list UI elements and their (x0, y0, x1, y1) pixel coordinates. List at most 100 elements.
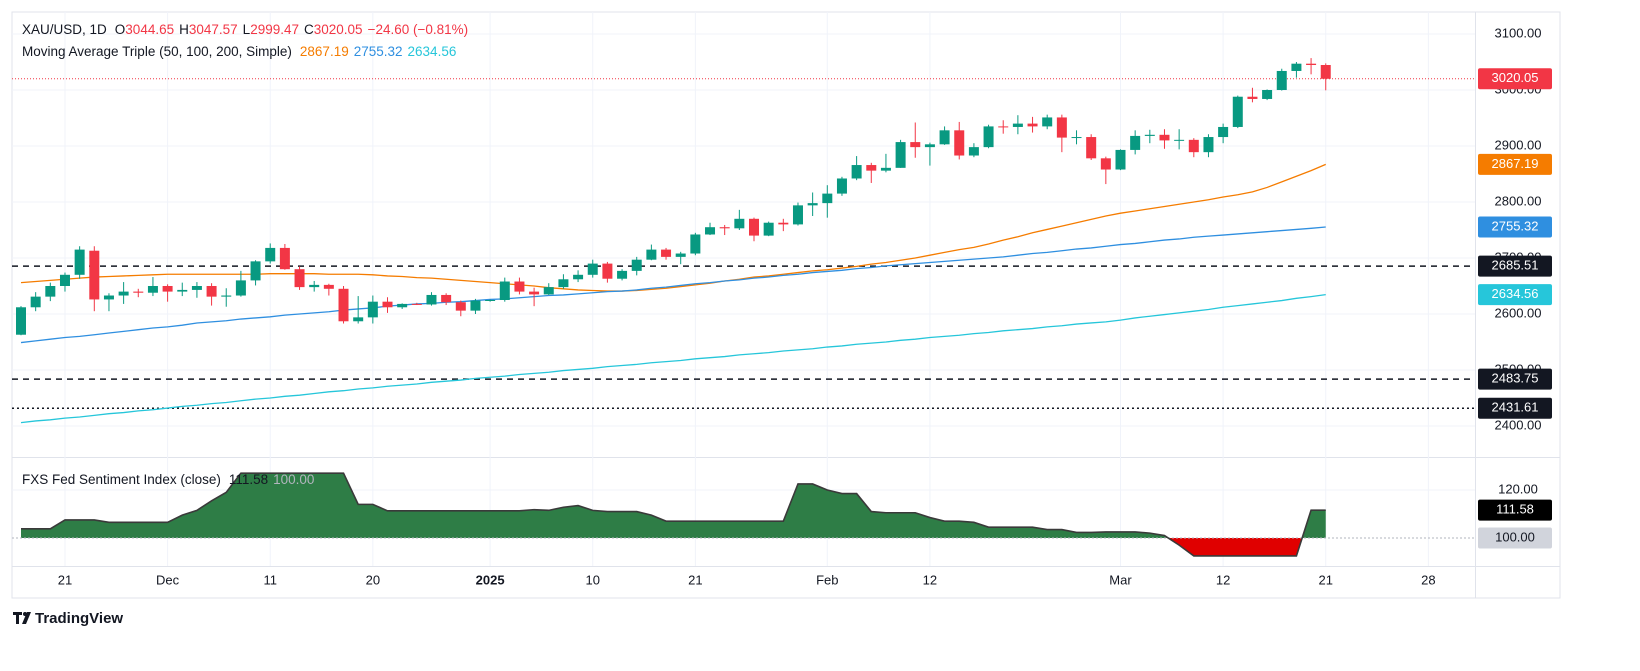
candle-body (661, 249, 672, 257)
moving-average-line (20, 163, 1326, 292)
candle-body (558, 279, 569, 288)
candle-body (719, 227, 730, 229)
brand: TradingView (35, 610, 123, 627)
ma-value-box (1478, 216, 1552, 238)
x-tick-label: 10 (586, 572, 600, 587)
candle-body (602, 263, 613, 279)
ohlc-value: 3020.05 (313, 22, 363, 37)
candle-body (1320, 65, 1331, 79)
candle-body (206, 285, 217, 297)
y-tick-label: 2800.00 (1495, 193, 1542, 208)
candle-body (514, 281, 525, 292)
ohlc-letter: O (114, 22, 126, 37)
candle-body (836, 178, 847, 194)
y-tick-label: 2900.00 (1495, 137, 1542, 152)
candle-body (1188, 139, 1199, 153)
y-tick-label: 2600.00 (1495, 305, 1542, 320)
x-tick-label: 21 (688, 572, 702, 587)
candle-body (954, 130, 965, 156)
candle-body (1203, 137, 1214, 153)
candle-body (1247, 96, 1258, 99)
chart-frame (11, 11, 1561, 599)
candle-body (705, 227, 716, 235)
ma-value-label: 2634.56 (1492, 286, 1539, 301)
ohlc-letter: H (179, 22, 189, 37)
level-box (1478, 397, 1552, 419)
moving-average-line (20, 293, 1326, 424)
candle-body (573, 274, 584, 280)
candle-body (147, 285, 158, 293)
symbol: XAU/USD, 1D (22, 22, 107, 37)
x-tick-label: Dec (156, 572, 180, 587)
x-tick-label: 21 (58, 572, 72, 587)
candle-body (983, 126, 994, 148)
ma-value: 2634.56 (407, 44, 457, 59)
candle-body (866, 165, 877, 171)
baseline-box (1478, 527, 1552, 549)
sentiment-line (21, 472, 1326, 557)
candle-body (1232, 96, 1243, 127)
candle-body (1144, 134, 1155, 136)
candle-body (529, 291, 540, 295)
tradingview-logo (13, 612, 31, 624)
candle-body (133, 291, 144, 293)
ohlc-letter: C (304, 22, 314, 37)
candle-body (309, 284, 320, 288)
candle-body (631, 259, 642, 271)
candle-body (543, 287, 554, 295)
last-price-label: 3020.05 (1492, 70, 1539, 85)
candle-body (397, 303, 408, 308)
candle-body (191, 285, 202, 290)
candle-body (382, 301, 393, 308)
sub-legend: FXS Fed Sentiment Index (close) 111.58 100… (22, 472, 319, 487)
candle-body (162, 285, 173, 292)
ma-value: 2755.32 (353, 44, 403, 59)
x-tick-label: 28 (1421, 572, 1435, 587)
x-tick-label: 11 (263, 572, 277, 587)
candle-body (1042, 117, 1053, 127)
ohlc-value: 3047.57 (188, 22, 238, 37)
candle-body (998, 126, 1009, 128)
y-tick-label: 120.00 (1498, 481, 1538, 496)
candle-body (470, 300, 481, 311)
candle-body (30, 296, 41, 308)
level-box (1478, 255, 1552, 277)
x-tick-label: Feb (816, 572, 838, 587)
axes: 21Dec112020251021Feb12Mar1221282400.0025… (58, 25, 1552, 587)
y-tick-label: 3100.00 (1495, 25, 1542, 40)
change: −24.60 (−0.81%) (367, 22, 469, 37)
candle-body (895, 142, 906, 168)
sentiment-area-above (21, 473, 1326, 538)
candle-body (910, 142, 921, 148)
candle-body (734, 218, 745, 229)
candle-body (1306, 63, 1317, 66)
candle-body (1174, 139, 1185, 141)
candle-body (749, 218, 759, 236)
candle-body (485, 299, 496, 301)
x-tick-label: 20 (366, 572, 380, 587)
y-tick-label: 2400.00 (1495, 417, 1542, 432)
indicator-value: 111.58 (228, 472, 269, 487)
candle-body (1086, 137, 1097, 159)
candle-body (265, 247, 276, 262)
candle-body (16, 307, 26, 335)
candle-body (587, 263, 598, 275)
candle-body (103, 295, 114, 300)
candle-body (294, 269, 305, 288)
ma-value-box (1478, 284, 1552, 306)
candle-body (353, 317, 364, 322)
candle-body (499, 281, 510, 300)
x-tick-label: 12 (923, 572, 937, 587)
candle-body (323, 284, 334, 289)
candle-body (441, 294, 452, 303)
candle-body (279, 247, 290, 270)
candle-body (851, 165, 862, 179)
candle-body (1262, 90, 1273, 99)
baseline-label: 100.00 (1495, 529, 1535, 544)
candle-body (617, 270, 628, 279)
candle-body (792, 205, 803, 225)
indicator-title: FXS Fed Sentiment Index (close) (22, 472, 221, 487)
candle-body (89, 250, 100, 300)
candle-body (924, 144, 935, 148)
